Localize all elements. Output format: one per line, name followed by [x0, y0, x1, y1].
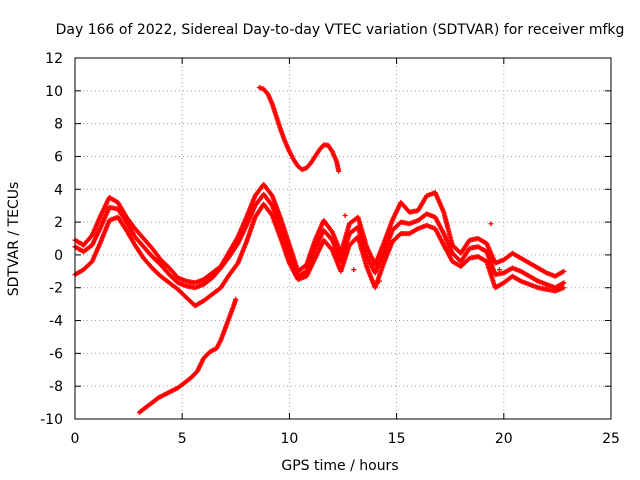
- y-tick-labels: -10 -8 -6 -4 -2 0 2 4 6 8 10 12: [40, 51, 63, 428]
- data-point: [376, 278, 382, 284]
- series-track-low-rise: [136, 296, 239, 415]
- x-tick-label: 20: [495, 431, 513, 447]
- series-track-main-lower: [72, 201, 567, 309]
- data-point: [561, 285, 567, 291]
- data-point: [561, 280, 567, 286]
- chart-title: Day 166 of 2022, Sidereal Day-to-day VTE…: [56, 22, 625, 38]
- y-tick-label: -6: [49, 346, 63, 362]
- x-tick-label: 10: [280, 431, 298, 447]
- y-tick-label: -4: [49, 314, 63, 330]
- y-axis-label: SDTVAR / TECUs: [6, 182, 22, 297]
- data-point: [233, 296, 239, 302]
- data-point: [497, 267, 503, 273]
- y-tick-label: -2: [49, 281, 63, 297]
- series-track-main-upper: [72, 181, 567, 286]
- plot-frame: [74, 57, 612, 420]
- y-tick-label: -10: [40, 412, 63, 428]
- data-point: [488, 221, 494, 227]
- y-tick-label: 12: [45, 51, 63, 67]
- series-outliers: [342, 213, 503, 284]
- y-tick-label: 0: [54, 248, 63, 264]
- x-tick-label: 5: [178, 431, 187, 447]
- series-track-main-mid: [72, 191, 567, 291]
- x-tick-labels: 0 5 10 15 20 25: [71, 431, 620, 447]
- x-tick-label: 0: [71, 431, 80, 447]
- x-axis-label: GPS time / hours: [281, 458, 398, 474]
- y-tick-label: 4: [54, 182, 63, 198]
- data-marks: [72, 85, 567, 415]
- y-tick-label: 6: [54, 149, 63, 165]
- data-point: [342, 213, 348, 219]
- y-tick-label: 8: [54, 117, 63, 133]
- series-track-high-arc: [256, 85, 342, 174]
- x-tick-label: 25: [602, 431, 620, 447]
- y-tick-label: 2: [54, 215, 63, 231]
- axis-ticks: [74, 57, 612, 420]
- data-point: [561, 268, 567, 274]
- x-tick-label: 15: [388, 431, 406, 447]
- data-point: [336, 168, 342, 174]
- y-tick-label: -8: [49, 379, 63, 395]
- data-point: [351, 267, 357, 273]
- y-tick-label: 10: [45, 84, 63, 100]
